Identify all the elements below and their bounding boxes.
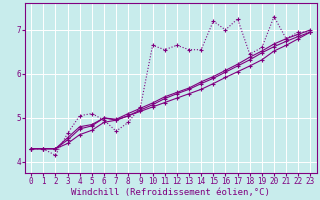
X-axis label: Windchill (Refroidissement éolien,°C): Windchill (Refroidissement éolien,°C) bbox=[71, 188, 270, 197]
